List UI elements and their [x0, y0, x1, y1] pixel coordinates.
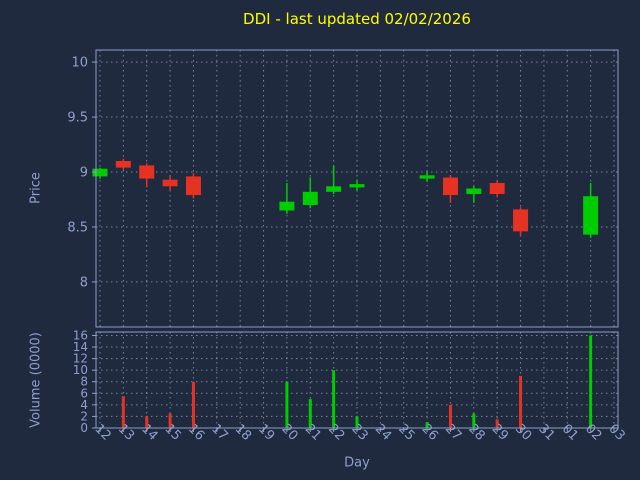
candle-body	[489, 183, 505, 194]
volume-bar	[191, 381, 195, 428]
candle-body	[326, 186, 342, 192]
x-tick-label: 29	[489, 422, 511, 444]
volume-bar	[519, 375, 523, 428]
volume-tick-label: 14	[73, 340, 88, 354]
volume-bar	[285, 381, 289, 428]
candle-body	[302, 191, 318, 205]
candle-body	[419, 175, 435, 179]
volume-tick-label: 0	[80, 421, 88, 435]
x-tick-label: 16	[185, 422, 207, 444]
volume-bar	[472, 413, 476, 428]
candle-body	[442, 177, 458, 196]
volume-tick-label: 8	[80, 375, 88, 389]
axes-frame	[95, 49, 619, 429]
volume-bar	[448, 404, 452, 428]
x-tick-label: 23	[348, 422, 370, 444]
volume-bar	[145, 416, 149, 428]
x-tick-label: 13	[115, 422, 137, 444]
x-tick-label: 03	[605, 422, 627, 444]
volume-tick-label: 16	[73, 328, 88, 342]
volume-bar	[495, 419, 499, 428]
candle-body	[583, 196, 599, 235]
volume-tick-label: 10	[73, 363, 88, 377]
x-tick-label: 22	[325, 422, 347, 444]
volume-bar	[332, 370, 336, 428]
price-tick-label: 10	[71, 56, 88, 71]
x-tick-label: 27	[442, 422, 464, 444]
x-tick-label: 30	[512, 422, 534, 444]
volume-tick-label: 4	[80, 398, 88, 412]
volume-bar	[308, 399, 312, 428]
x-tick-label: 01	[559, 422, 581, 444]
candle-body	[349, 184, 365, 188]
x-tick-label: 18	[232, 422, 254, 444]
candle-body	[139, 165, 155, 179]
volume-bar	[425, 422, 429, 428]
volume-tick-label: 6	[80, 386, 88, 400]
price-tick-label: 8.5	[67, 220, 88, 235]
x-tick-label: 31	[535, 422, 557, 444]
volume-bar	[589, 335, 593, 428]
x-tick-label: 20	[278, 422, 300, 444]
volume-bar	[121, 396, 125, 428]
x-axis-label: Day	[344, 455, 370, 471]
volume-bars	[121, 335, 593, 428]
gridlines	[96, 50, 618, 429]
chart-title: DDI - last updated 02/02/2026	[243, 10, 471, 28]
price-tick-label: 9.5	[67, 111, 88, 126]
x-tick-label: 12	[91, 422, 113, 444]
price-tick-label: 8	[80, 275, 88, 290]
candles	[92, 158, 599, 238]
x-tick-label: 02	[582, 422, 604, 444]
x-tick-label: 21	[302, 422, 324, 444]
candle-body	[513, 209, 529, 232]
tick-marks	[92, 61, 615, 432]
volume-tick-label: 12	[73, 352, 88, 366]
x-tick-label: 15	[162, 422, 184, 444]
x-tick-label: 14	[138, 422, 160, 444]
volume-bar	[355, 416, 359, 428]
candle-body	[92, 168, 108, 177]
volume-tick-label: 2	[80, 409, 88, 423]
price-tick-label: 9	[80, 166, 88, 181]
x-tick-label: 28	[465, 422, 487, 444]
x-tick-label: 19	[255, 422, 277, 444]
candle-body	[185, 176, 201, 196]
candle-body	[162, 179, 178, 187]
candle-body	[279, 201, 295, 211]
x-tick-label: 17	[208, 422, 230, 444]
x-tick-label: 25	[395, 422, 417, 444]
volume-bar	[168, 413, 172, 428]
x-tick-label: 24	[372, 422, 394, 444]
candle-body	[466, 188, 482, 194]
candle-body	[115, 161, 131, 168]
x-tick-label: 26	[419, 422, 441, 444]
